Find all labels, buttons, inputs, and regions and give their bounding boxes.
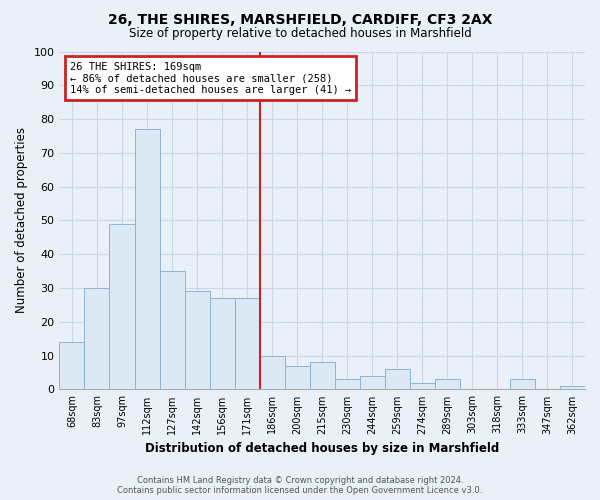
Bar [385,369,410,390]
Bar [260,356,284,390]
Bar [209,298,235,390]
X-axis label: Distribution of detached houses by size in Marshfield: Distribution of detached houses by size … [145,442,499,455]
Bar [134,129,160,390]
Bar [59,342,85,390]
Bar [510,380,535,390]
Bar [85,288,109,390]
Bar [284,366,310,390]
Bar [435,380,460,390]
Bar [310,362,335,390]
Bar [410,382,435,390]
Bar [185,292,209,390]
Bar [160,271,185,390]
Text: Size of property relative to detached houses in Marshfield: Size of property relative to detached ho… [128,28,472,40]
Text: Contains HM Land Registry data © Crown copyright and database right 2024.
Contai: Contains HM Land Registry data © Crown c… [118,476,482,495]
Bar [335,380,360,390]
Bar [235,298,260,390]
Text: 26, THE SHIRES, MARSHFIELD, CARDIFF, CF3 2AX: 26, THE SHIRES, MARSHFIELD, CARDIFF, CF3… [108,12,492,26]
Y-axis label: Number of detached properties: Number of detached properties [15,128,28,314]
Text: 26 THE SHIRES: 169sqm
← 86% of detached houses are smaller (258)
14% of semi-det: 26 THE SHIRES: 169sqm ← 86% of detached … [70,62,351,95]
Bar [360,376,385,390]
Bar [109,224,134,390]
Bar [560,386,585,390]
